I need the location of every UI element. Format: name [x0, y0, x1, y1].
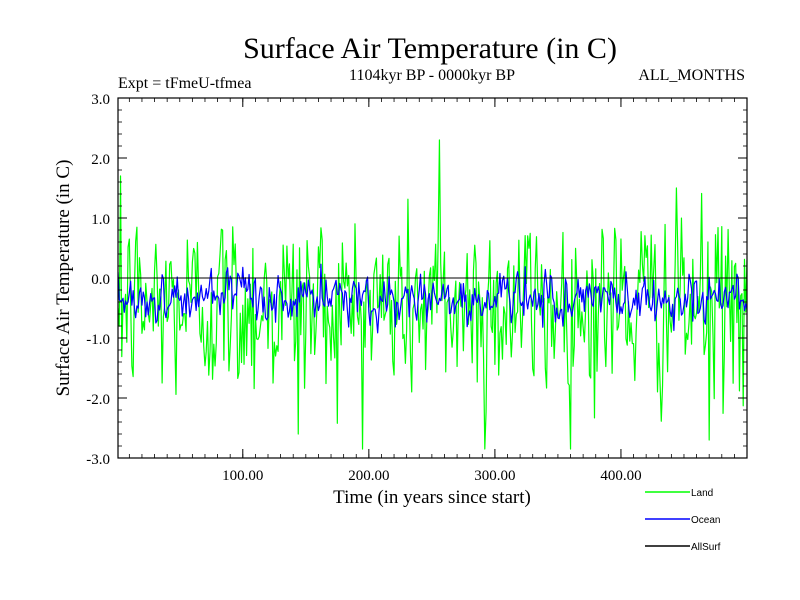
- experiment-label: Expt = tFmeU-tfmea: [118, 75, 251, 92]
- chart-title: Surface Air Temperature (in C): [243, 32, 617, 65]
- series-line-land: [118, 139, 747, 450]
- y-tick-label: 3.0: [91, 92, 110, 108]
- y-tick-label: -1.0: [86, 332, 110, 348]
- series-line-ocean: [118, 263, 747, 334]
- x-axis-label: Time (in years since start): [333, 487, 531, 508]
- months-label: ALL_MONTHS: [638, 67, 745, 84]
- plot-area: [118, 139, 747, 450]
- x-axis: 100.00 200.00 300.00 400.00: [128, 98, 735, 484]
- legend: Land Ocean AllSurf: [645, 488, 721, 553]
- y-tick-label: 1.0: [91, 212, 110, 228]
- y-tick-label: 2.0: [91, 152, 110, 168]
- x-tick-label: 200.00: [348, 468, 389, 484]
- y-tick-label: 0.0: [91, 272, 110, 288]
- x-tick-label: 300.00: [474, 468, 515, 484]
- x-tick-label: 400.00: [600, 468, 641, 484]
- legend-label-allsurf: AllSurf: [691, 542, 721, 553]
- time-range-label: 1104kyr BP - 0000kyr BP: [349, 67, 515, 84]
- legend-label-land: Ocean: [691, 515, 720, 526]
- y-tick-label: -2.0: [86, 392, 110, 408]
- legend-label-ocean: Land: [691, 488, 713, 499]
- x-tick-label: 100.00: [222, 468, 263, 484]
- y-axis-label: Surface Air Temperature (in C): [53, 160, 74, 397]
- y-tick-label: -3.0: [86, 452, 110, 468]
- y-axis: -3.0 -2.0 -1.0 0.0 1.0 2.0 3.0: [86, 92, 747, 468]
